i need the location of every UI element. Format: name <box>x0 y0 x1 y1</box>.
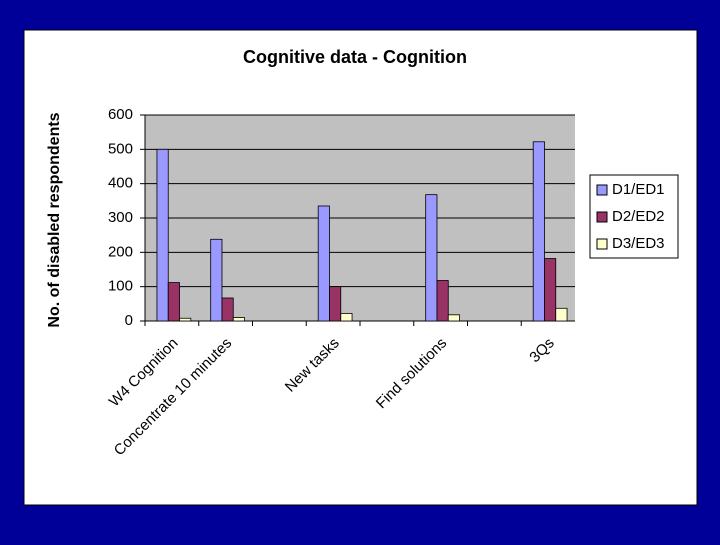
chart-title: Cognitive data - Cognition <box>243 47 467 67</box>
legend-swatch <box>596 211 608 223</box>
bar <box>544 258 557 322</box>
bar <box>317 205 330 322</box>
legend-label: D3/ED3 <box>612 235 665 252</box>
legend-label: D2/ED2 <box>612 208 665 225</box>
y-tick-label: 500 <box>108 140 133 157</box>
bar <box>156 148 169 322</box>
legend-swatch <box>596 238 608 250</box>
bar <box>555 307 568 322</box>
bar <box>447 314 460 322</box>
bar <box>221 297 234 322</box>
y-tick-label: 600 <box>108 106 133 123</box>
bar <box>436 280 449 322</box>
y-tick-label: 300 <box>108 209 133 226</box>
y-tick-label: 0 <box>125 312 133 329</box>
legend-label: D1/ED1 <box>612 181 665 198</box>
legend-swatch <box>596 184 608 196</box>
bar <box>329 286 342 322</box>
y-axis-label: No. of disabled respondents <box>46 112 63 327</box>
y-tick-label: 200 <box>108 243 133 260</box>
bar <box>532 141 545 322</box>
bar <box>179 317 192 322</box>
bar <box>232 317 245 322</box>
y-tick-label: 100 <box>108 278 133 295</box>
bar <box>167 282 180 322</box>
bar <box>340 313 353 322</box>
y-tick-label: 400 <box>108 175 133 192</box>
bar <box>425 194 438 322</box>
bar <box>210 238 223 322</box>
